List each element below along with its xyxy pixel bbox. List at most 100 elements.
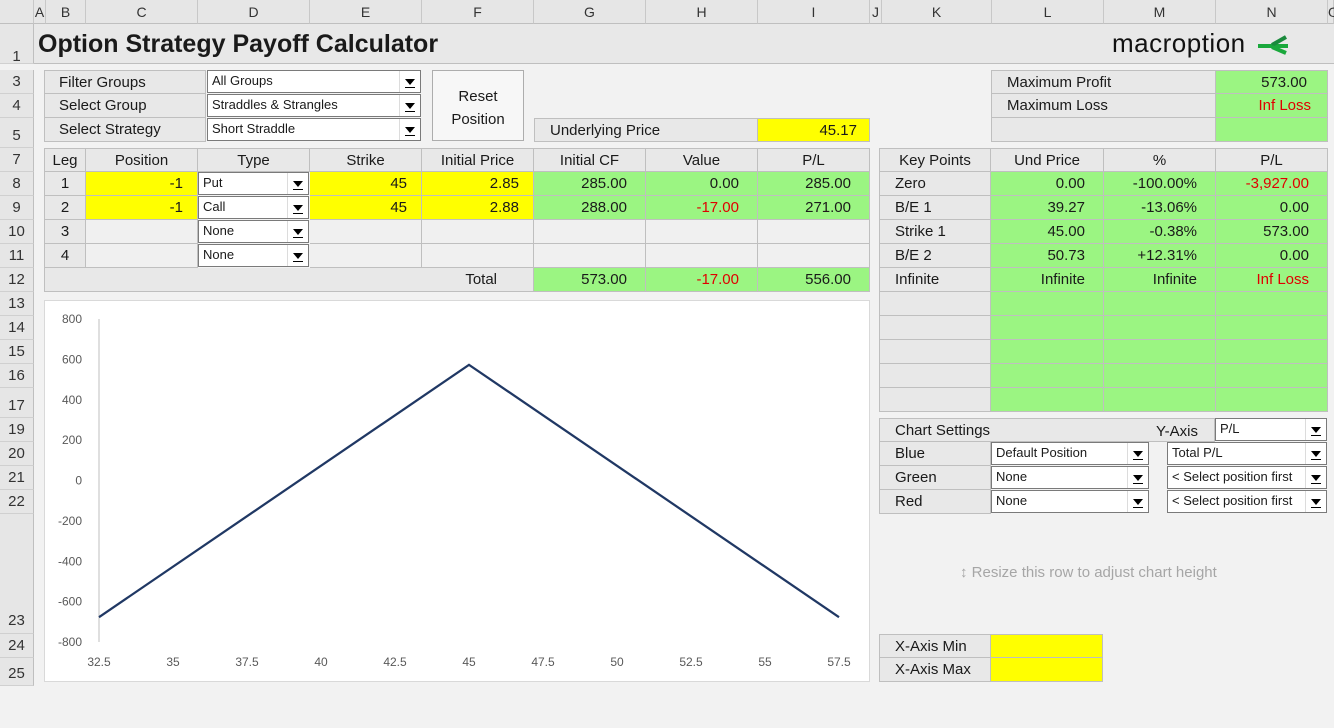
- leg-type-dropdown[interactable]: None: [198, 220, 309, 243]
- row-header-7[interactable]: 7: [0, 148, 34, 172]
- column-header-m[interactable]: M: [1104, 0, 1216, 24]
- key-point-name: [879, 316, 991, 340]
- blue-position-dropdown[interactable]: Default Position: [991, 442, 1149, 465]
- row-header-25[interactable]: 25: [0, 658, 34, 686]
- key-point-name: [879, 340, 991, 364]
- row-header-24[interactable]: 24: [0, 634, 34, 658]
- dropdown-arrow-icon[interactable]: [287, 221, 308, 242]
- dropdown-arrow-icon[interactable]: [1305, 443, 1326, 464]
- row-header-17[interactable]: 17: [0, 388, 34, 418]
- select-group-dropdown[interactable]: Straddles & Strangles: [207, 94, 421, 117]
- row-header-5[interactable]: 5: [0, 118, 34, 148]
- green-series-dropdown[interactable]: < Select position first: [1167, 466, 1327, 489]
- leg-initial-price-input[interactable]: 2.88: [422, 196, 534, 220]
- row-header-19[interactable]: 19: [0, 418, 34, 442]
- dropdown-arrow-icon[interactable]: [1305, 419, 1326, 440]
- column-header-h[interactable]: H: [646, 0, 758, 24]
- leg-initial-price-input[interactable]: 2.85: [422, 172, 534, 196]
- leg-initial-price-input[interactable]: [422, 220, 534, 244]
- row-header-8[interactable]: 8: [0, 172, 34, 196]
- leg-initial-price-input[interactable]: [422, 244, 534, 268]
- blue-series-dropdown[interactable]: Total P/L: [1167, 442, 1327, 465]
- leg-strike-input[interactable]: [310, 220, 422, 244]
- column-header-e[interactable]: E: [310, 0, 422, 24]
- green-position-dropdown[interactable]: None: [991, 466, 1149, 489]
- red-position-dropdown[interactable]: None: [991, 490, 1149, 513]
- select-strategy-dropdown[interactable]: Short Straddle: [207, 118, 421, 141]
- column-header-i[interactable]: I: [758, 0, 870, 24]
- column-header-f[interactable]: F: [422, 0, 534, 24]
- leg-type-value: None: [203, 247, 234, 262]
- legs-header-leg: Leg: [44, 148, 86, 172]
- row-header-21[interactable]: 21: [0, 466, 34, 490]
- row-header-11[interactable]: 11: [0, 244, 34, 268]
- xaxis-min-input[interactable]: [991, 634, 1103, 658]
- column-header-a[interactable]: A: [34, 0, 46, 24]
- dropdown-arrow-icon[interactable]: [287, 197, 308, 218]
- filter-groups-dropdown[interactable]: All Groups: [207, 70, 421, 93]
- column-header-c[interactable]: C: [86, 0, 198, 24]
- row-header-9[interactable]: 9: [0, 196, 34, 220]
- row-header-23[interactable]: 23: [0, 514, 34, 634]
- leg-type-value: None: [203, 223, 234, 238]
- row-header-22[interactable]: 22: [0, 490, 34, 514]
- row-header-1[interactable]: 1: [0, 24, 34, 64]
- column-header-g[interactable]: G: [534, 0, 646, 24]
- leg-strike-input[interactable]: [310, 244, 422, 268]
- leg-position-input[interactable]: [86, 244, 198, 268]
- leg-position-input[interactable]: [86, 220, 198, 244]
- column-header-j[interactable]: J: [870, 0, 882, 24]
- green-label: Green: [879, 466, 991, 490]
- row-header-3[interactable]: 3: [0, 70, 34, 94]
- dropdown-arrow-icon[interactable]: [1127, 467, 1148, 488]
- dropdown-arrow-icon[interactable]: [1127, 443, 1148, 464]
- leg-type-dropdown[interactable]: None: [198, 244, 309, 267]
- row-header-20[interactable]: 20: [0, 442, 34, 466]
- row-header-4[interactable]: 4: [0, 94, 34, 118]
- column-header-l[interactable]: L: [992, 0, 1104, 24]
- column-header-k[interactable]: K: [882, 0, 992, 24]
- dropdown-arrow-icon[interactable]: [399, 119, 420, 140]
- dropdown-arrow-icon[interactable]: [1305, 467, 1326, 488]
- yaxis-dropdown[interactable]: P/L: [1215, 418, 1327, 441]
- row-header-16[interactable]: 16: [0, 364, 34, 388]
- leg-strike-input[interactable]: 45: [310, 172, 422, 196]
- underlying-price-input[interactable]: 45.17: [758, 118, 870, 142]
- dropdown-arrow-icon[interactable]: [287, 173, 308, 194]
- column-header-n[interactable]: N: [1216, 0, 1328, 24]
- row-header-14[interactable]: 14: [0, 316, 34, 340]
- row-header-12[interactable]: 12: [0, 268, 34, 292]
- leg-position-input[interactable]: -1: [86, 172, 198, 196]
- x-tick-label: 57.5: [827, 655, 851, 669]
- dropdown-arrow-icon[interactable]: [1127, 491, 1148, 512]
- dropdown-arrow-icon[interactable]: [399, 71, 420, 92]
- key-point-pct: [1104, 340, 1216, 364]
- row-header-13[interactable]: 13: [0, 292, 34, 316]
- reset-position-button[interactable]: Reset Position: [432, 70, 524, 141]
- column-header-d[interactable]: D: [198, 0, 310, 24]
- filter-groups-value: All Groups: [212, 73, 273, 88]
- corner-cell[interactable]: [0, 0, 34, 24]
- leg-type-value: Call: [203, 199, 225, 214]
- leg-position-input[interactable]: -1: [86, 196, 198, 220]
- leg-strike-input[interactable]: 45: [310, 196, 422, 220]
- blue-position-value: Default Position: [996, 445, 1087, 460]
- column-header-b[interactable]: B: [46, 0, 86, 24]
- y-tick-label: -400: [58, 554, 82, 568]
- leg-type-dropdown[interactable]: Put: [198, 172, 309, 195]
- row-header-10[interactable]: 10: [0, 220, 34, 244]
- column-header-o[interactable]: O: [1328, 0, 1334, 24]
- leg-type-dropdown[interactable]: Call: [198, 196, 309, 219]
- red-series-dropdown[interactable]: < Select position first: [1167, 490, 1327, 513]
- row-header-15[interactable]: 15: [0, 340, 34, 364]
- page-title: Option Strategy Payoff Calculator: [38, 30, 438, 59]
- dropdown-arrow-icon[interactable]: [1305, 491, 1326, 512]
- key-points-header-pl: P/L: [1216, 148, 1328, 172]
- key-point-name: [879, 364, 991, 388]
- dropdown-arrow-icon[interactable]: [287, 245, 308, 266]
- dropdown-arrow-icon[interactable]: [399, 95, 420, 116]
- xaxis-max-input[interactable]: [991, 658, 1103, 682]
- y-tick-label: 400: [62, 393, 82, 407]
- summary-empty-value: [1216, 118, 1328, 142]
